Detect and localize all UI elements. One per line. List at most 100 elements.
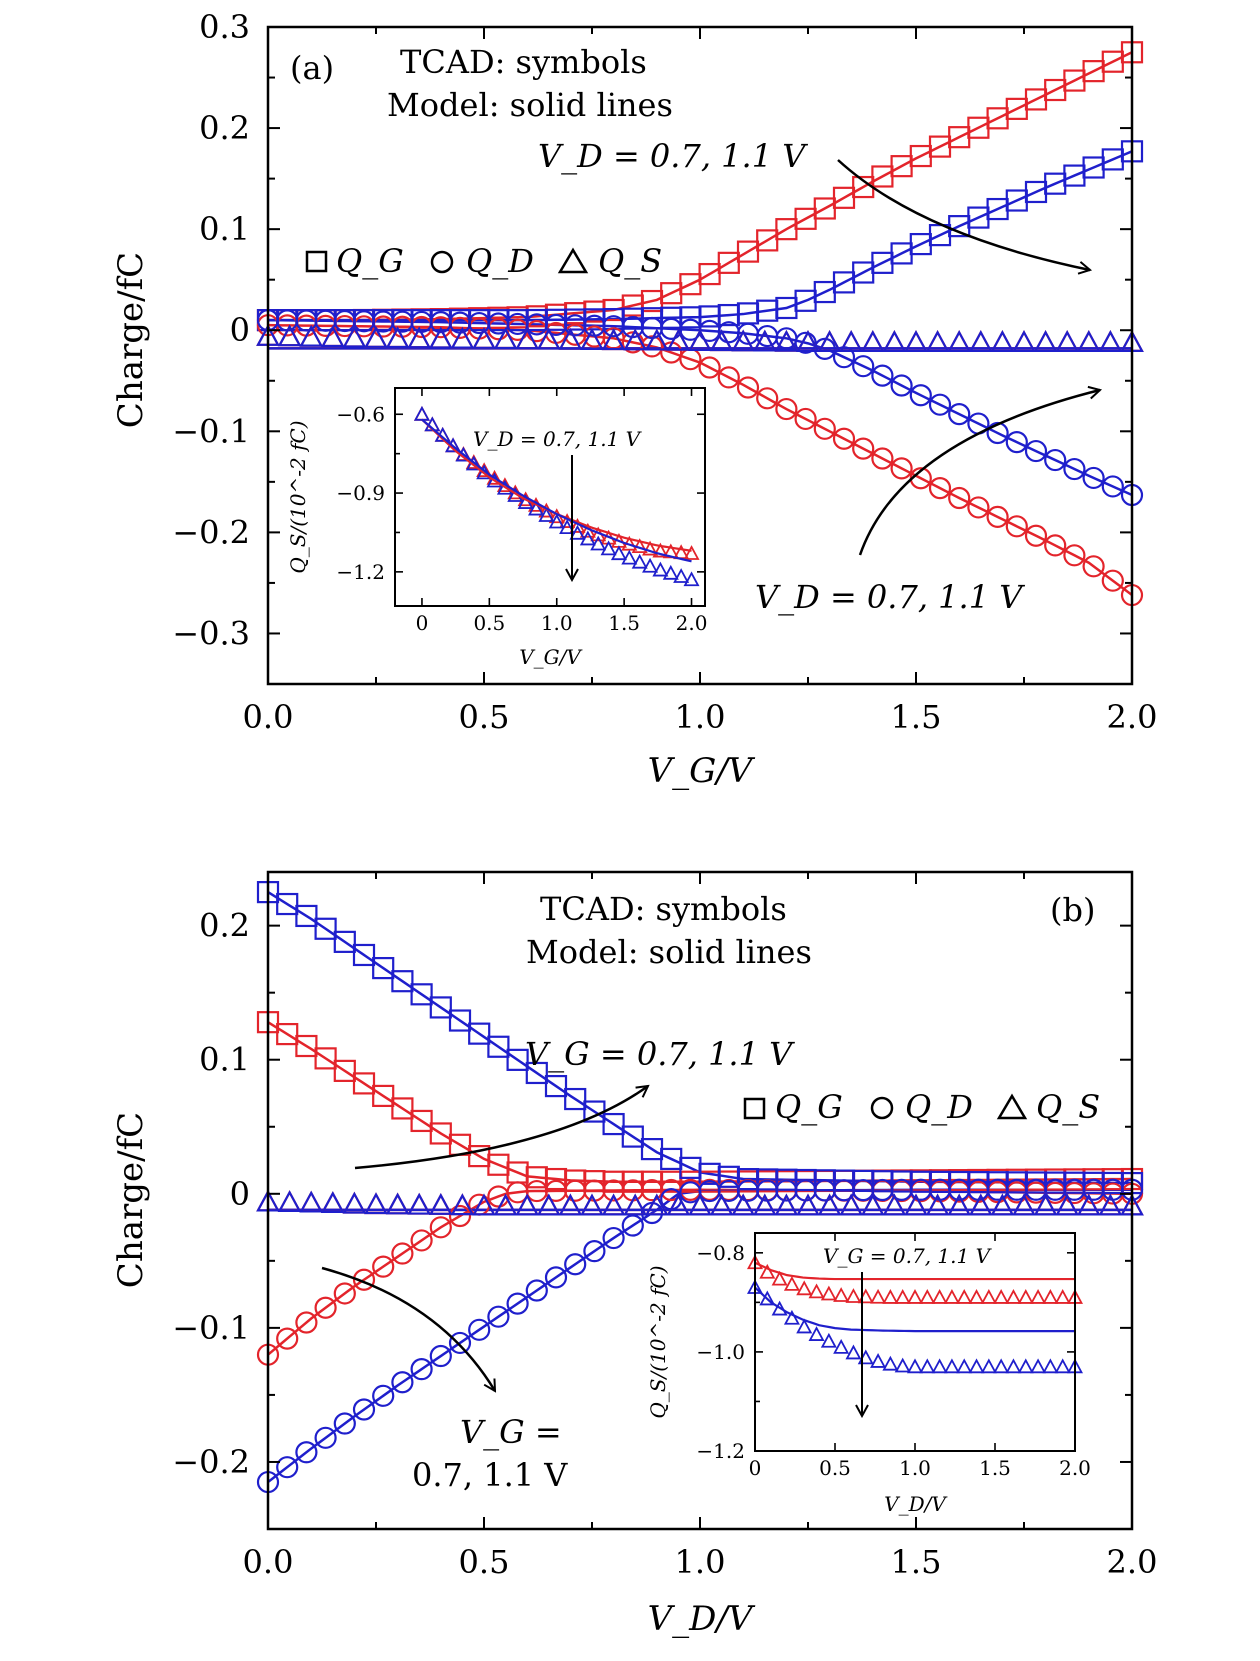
panel-b-annotation-vg-upper: V_G = 0.7, 1.1 V xyxy=(525,1035,795,1073)
data-point-triangle xyxy=(515,1193,540,1216)
data-point-triangle xyxy=(642,557,659,573)
inset-x-tick-label: 1.0 xyxy=(541,611,573,635)
data-point-triangle xyxy=(752,1193,777,1216)
data-point-circle xyxy=(986,421,1009,445)
data-point-triangle xyxy=(919,1289,936,1304)
data-point-triangle xyxy=(956,1289,973,1304)
panel-b-inset-background xyxy=(755,1233,1075,1451)
data-point-triangle xyxy=(817,330,842,352)
data-point-circle xyxy=(583,1240,606,1263)
data-point-triangle xyxy=(580,1193,604,1216)
legend-circle-marker xyxy=(430,250,454,274)
data-point-triangle xyxy=(673,568,690,583)
data-point-triangle xyxy=(783,1309,800,1325)
data-point-triangle xyxy=(882,1289,899,1304)
data-point-square xyxy=(429,996,452,1019)
inset-x-tick-label: 0 xyxy=(749,1456,762,1480)
panel-a-annotation-vd-lower: V_D = 0.7, 1.1 V xyxy=(755,578,1025,616)
data-point-circle xyxy=(890,374,913,397)
data-point-square xyxy=(372,956,395,980)
legend-circle-marker xyxy=(870,1096,894,1120)
legend-qs-label: Q_S xyxy=(1036,1088,1100,1126)
data-point-triangle xyxy=(600,540,617,556)
data-point-triangle xyxy=(320,325,345,348)
data-point-triangle xyxy=(472,1193,496,1216)
legend-square-marker xyxy=(743,1097,766,1120)
data-point-triangle xyxy=(342,1191,367,1214)
panel-b-ylabel: Charge/fC xyxy=(111,1112,151,1288)
data-point-circle xyxy=(794,407,817,431)
data-point-triangle xyxy=(364,326,388,348)
x-tick-label: 1.5 xyxy=(891,1543,942,1581)
data-point-circle xyxy=(372,1384,395,1407)
data-point-triangle xyxy=(709,1193,734,1216)
data-point-triangle xyxy=(839,330,864,352)
data-point-triangle xyxy=(993,1358,1010,1374)
data-point-triangle xyxy=(496,479,513,495)
y-tick-label: −0.2 xyxy=(172,1443,250,1481)
inset-tcad-series xyxy=(746,1279,1084,1374)
data-point-square xyxy=(525,1061,548,1085)
data-point-triangle xyxy=(1055,1193,1080,1216)
data-point-square xyxy=(352,1072,376,1095)
inset-y-tick-label: −1.2 xyxy=(336,560,385,584)
data-point-circle xyxy=(352,1268,376,1291)
data-point-triangle xyxy=(320,1191,345,1214)
data-point-circle xyxy=(429,1344,452,1368)
data-point-triangle xyxy=(610,545,627,561)
data-point-triangle xyxy=(796,1318,813,1334)
data-point-circle xyxy=(1082,555,1105,578)
y-tick-label: 0.2 xyxy=(199,907,250,945)
data-point-triangle xyxy=(662,564,679,580)
data-point-circle xyxy=(948,403,971,426)
data-point-triangle xyxy=(1055,330,1080,352)
data-point-triangle xyxy=(968,1289,985,1304)
panel-b-xlabel: V_D/V xyxy=(648,1599,756,1639)
data-point-triangle xyxy=(666,1193,691,1216)
data-point-square xyxy=(717,251,740,274)
data-point-triangle xyxy=(731,329,756,352)
data-point-triangle xyxy=(894,1289,911,1304)
data-point-triangle xyxy=(299,1190,324,1213)
data-point-triangle xyxy=(947,1193,972,1216)
panel-b-arrow-upper xyxy=(354,1086,648,1170)
data-point-triangle xyxy=(968,330,993,352)
data-point-circle xyxy=(756,387,779,410)
data-point-triangle xyxy=(407,326,432,349)
data-point-circle xyxy=(1063,544,1086,567)
y-tick-label: 0.1 xyxy=(199,1041,250,1079)
data-point-triangle xyxy=(342,325,367,348)
data-point-square xyxy=(276,892,299,916)
data-point-triangle xyxy=(808,1326,825,1341)
data-point-triangle xyxy=(943,1358,960,1374)
data-point-triangle xyxy=(277,324,302,347)
data-point-square xyxy=(429,1122,452,1145)
data-point-circle xyxy=(295,1311,318,1334)
panel-b: 0.0 0.5 1.0 1.5 2.0 0.2 0.1 0 −0.1 −0.2 (b) TCAD:… xyxy=(111,870,1157,1639)
data-point-triangle xyxy=(1017,1358,1034,1374)
data-point-triangle xyxy=(558,327,583,350)
tcad-series-triangle xyxy=(256,1189,1144,1216)
data-point-triangle xyxy=(299,324,324,347)
x-tick-label: 2.0 xyxy=(1107,698,1158,736)
data-point-triangle xyxy=(1054,1289,1071,1304)
inset-model-line xyxy=(754,1261,1075,1281)
data-point-triangle xyxy=(980,1289,997,1304)
inset-tcad-series xyxy=(746,1254,1084,1304)
data-point-circle xyxy=(967,496,990,519)
data-point-triangle xyxy=(968,1358,985,1374)
data-point-square xyxy=(621,1125,644,1148)
data-point-triangle xyxy=(580,328,604,350)
data-point-triangle xyxy=(771,1270,788,1286)
panel-b-ticks: 0.0 0.5 1.0 1.5 2.0 0.2 0.1 0 −0.1 −0.2 xyxy=(172,872,1157,1581)
data-point-circle xyxy=(391,1371,414,1394)
data-point-triangle xyxy=(990,1193,1015,1216)
data-point-circle xyxy=(928,393,952,416)
data-point-triangle xyxy=(845,1344,862,1360)
inset-x-tick-label: 0.5 xyxy=(819,1456,851,1480)
data-point-square xyxy=(698,262,721,286)
data-point-square xyxy=(295,904,318,928)
data-point-circle xyxy=(295,1441,318,1464)
data-point-square xyxy=(276,1022,299,1046)
data-point-triangle xyxy=(947,330,972,352)
